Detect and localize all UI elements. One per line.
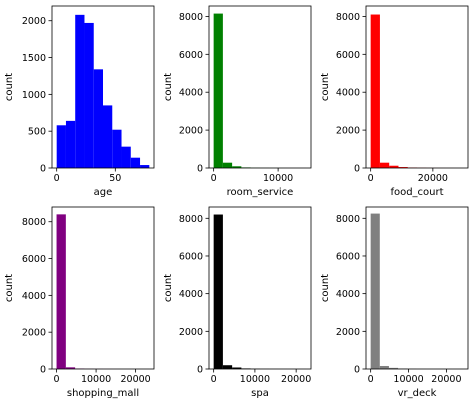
bar [93, 69, 103, 168]
subplot-vr_deck: 0 10000 20000 0 2000 4000 6000 8000 vr_deck count [320, 206, 469, 399]
y-tick-label: 0 [354, 164, 360, 175]
bar [65, 120, 76, 168]
x-tick-label: 20000 [281, 374, 311, 385]
bar [103, 105, 113, 168]
y-tick-label: 0 [354, 365, 360, 376]
plot-frame [365, 5, 469, 169]
bar [65, 367, 76, 369]
y-tick-label: 6000 [179, 50, 203, 61]
bar [222, 162, 233, 168]
y-tick-label: 4000 [336, 88, 360, 99]
bar [232, 166, 242, 168]
y-tick-label: 2000 [179, 126, 203, 137]
bar [56, 214, 66, 369]
bar [56, 125, 66, 168]
bar [379, 365, 389, 369]
bar [112, 129, 122, 168]
y-tick-label: 8000 [22, 217, 46, 228]
subplot-spa: 0 10000 20000 0 2000 4000 6000 8000 spa count [163, 206, 312, 399]
x-tick-label: 0 [211, 173, 217, 184]
bar [388, 367, 399, 369]
y-tick-label: 8000 [336, 12, 360, 23]
bar [389, 165, 399, 168]
y-axis-label: count [320, 73, 331, 101]
x-tick-label: 50 [109, 173, 121, 184]
x-tick-label: 0 [368, 374, 374, 385]
y-tick-label: 2000 [336, 327, 360, 338]
plot-frame [51, 5, 155, 169]
x-tick-label: 10000 [81, 374, 111, 385]
subplot-food_court: 0 20000 0 2000 4000 6000 8000 food_court count [320, 5, 469, 198]
y-tick-label: 2000 [336, 126, 360, 137]
bar [84, 22, 94, 168]
y-tick-label: 0 [40, 164, 46, 175]
bar [140, 165, 150, 168]
y-axis-label: count [4, 274, 15, 302]
y-tick-label: 4000 [22, 291, 46, 302]
x-tick-label: 20000 [431, 374, 461, 385]
plot-frame [208, 206, 312, 370]
y-axis-label: count [4, 73, 15, 101]
y-tick-label: 6000 [22, 254, 46, 265]
bar [370, 14, 380, 169]
plot-frame [208, 5, 312, 169]
x-axis-label: food_court [390, 187, 443, 198]
plot-frame [51, 206, 155, 370]
x-tick-label: 20000 [418, 173, 448, 184]
y-tick-label: 0 [40, 365, 46, 376]
y-tick-label: 2000 [22, 328, 46, 339]
x-tick-label: 10000 [240, 374, 270, 385]
x-axis-label: spa [251, 388, 269, 399]
bar [398, 167, 408, 168]
y-tick-label: 6000 [179, 251, 203, 262]
y-tick-label: 4000 [179, 88, 203, 99]
subplot-room_service: 0 10000 0 2000 4000 6000 8000 room_service count [163, 5, 312, 198]
bar [130, 157, 141, 168]
x-tick-label: 0 [368, 173, 374, 184]
x-tick-label: 0 [211, 374, 217, 385]
x-tick-label: 0 [54, 173, 60, 184]
y-tick-label: 8000 [179, 214, 203, 225]
x-axis-label: shopping_mall [67, 388, 139, 399]
x-tick-label: 0 [54, 374, 60, 385]
x-tick-label: 10000 [263, 173, 293, 184]
y-tick-label: 8000 [336, 214, 360, 225]
y-tick-label: 4000 [179, 289, 203, 300]
y-axis-label: count [320, 274, 331, 302]
bar [370, 213, 380, 369]
x-axis-label: vr_deck [398, 388, 437, 399]
y-tick-label: 4000 [336, 289, 360, 300]
bar [213, 214, 223, 369]
y-axis-label: count [163, 274, 174, 302]
y-tick-label: 2000 [179, 327, 203, 338]
y-axis-label: count [163, 73, 174, 101]
y-tick-label: 0 [197, 365, 203, 376]
bar [213, 13, 223, 168]
x-tick-label: 20000 [120, 374, 150, 385]
y-tick-label: 6000 [336, 50, 360, 61]
bar [379, 162, 390, 168]
y-tick-label: 8000 [179, 12, 203, 23]
subplot-shopping_mall: 0 10000 20000 0 2000 4000 6000 8000 shopping_mal… [4, 206, 155, 399]
y-tick-label: 2000 [22, 16, 46, 27]
y-tick-label: 0 [197, 164, 203, 175]
x-tick-label: 10000 [393, 374, 423, 385]
x-axis-label: age [94, 187, 113, 198]
y-tick-label: 6000 [336, 251, 360, 262]
y-tick-label: 500 [28, 127, 46, 138]
bar [232, 367, 242, 369]
bar [121, 146, 131, 168]
bar [222, 365, 233, 369]
y-tick-label: 1500 [22, 53, 46, 64]
y-tick-label: 1000 [22, 90, 46, 101]
plot-frame [365, 206, 469, 370]
bar [75, 14, 85, 169]
x-axis-label: room_service [227, 187, 294, 198]
